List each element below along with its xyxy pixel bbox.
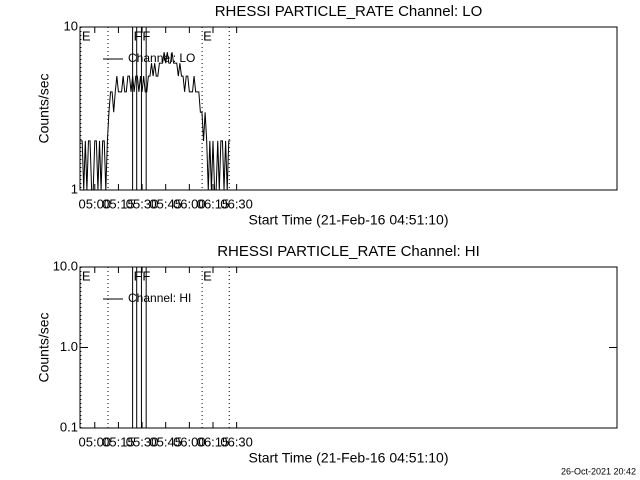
x-tick-label: 05:00 (79, 196, 112, 211)
x-tick-label: 06:30 (220, 434, 253, 449)
y-axis-label: Counts/sec (36, 312, 52, 382)
y-tick-label: 10.0 (53, 258, 78, 273)
x-tick-label: 05:30 (126, 196, 159, 211)
x-tick-label: 05:30 (126, 434, 159, 449)
y-axis-label: Counts/sec (36, 73, 52, 143)
timestamp: 26-Oct-2021 20:42 (561, 466, 636, 476)
x-tick-label: 05:45 (149, 434, 182, 449)
marker-label: E (203, 28, 212, 43)
chart-title: RHESSI PARTICLE_RATE Channel: LO (215, 3, 483, 20)
legend-label: Channel: HI (128, 291, 191, 305)
marker-label: E (82, 28, 91, 43)
data-line (80, 52, 231, 191)
x-tick-label: 06:15 (197, 196, 230, 211)
x-tick-label: 06:00 (173, 196, 206, 211)
chart-title: RHESSI PARTICLE_RATE Channel: HI (217, 243, 480, 260)
marker-label: E (203, 268, 212, 283)
marker-label: F (134, 28, 142, 43)
x-axis-label: Start Time (21-Feb-16 04:51:10) (249, 212, 449, 228)
y-tick-label: 1.0 (60, 339, 78, 354)
x-tick-label: 05:15 (102, 196, 135, 211)
x-tick-label: 05:15 (102, 434, 135, 449)
x-tick-label: 05:45 (149, 196, 182, 211)
marker-label: E (82, 268, 91, 283)
legend-label: Channel: LO (128, 51, 195, 65)
marker-label: F (134, 268, 142, 283)
y-tick-label: 10 (64, 18, 78, 33)
y-tick-label: 0.1 (60, 419, 78, 434)
x-axis-label: Start Time (21-Feb-16 04:51:10) (249, 450, 449, 466)
plot-frame (79, 26, 618, 191)
x-tick-label: 06:00 (173, 434, 206, 449)
x-tick-label: 05:00 (79, 434, 112, 449)
y-tick-label: 1 (71, 181, 78, 196)
x-tick-label: 06:30 (220, 196, 253, 211)
x-tick-label: 06:15 (197, 434, 230, 449)
